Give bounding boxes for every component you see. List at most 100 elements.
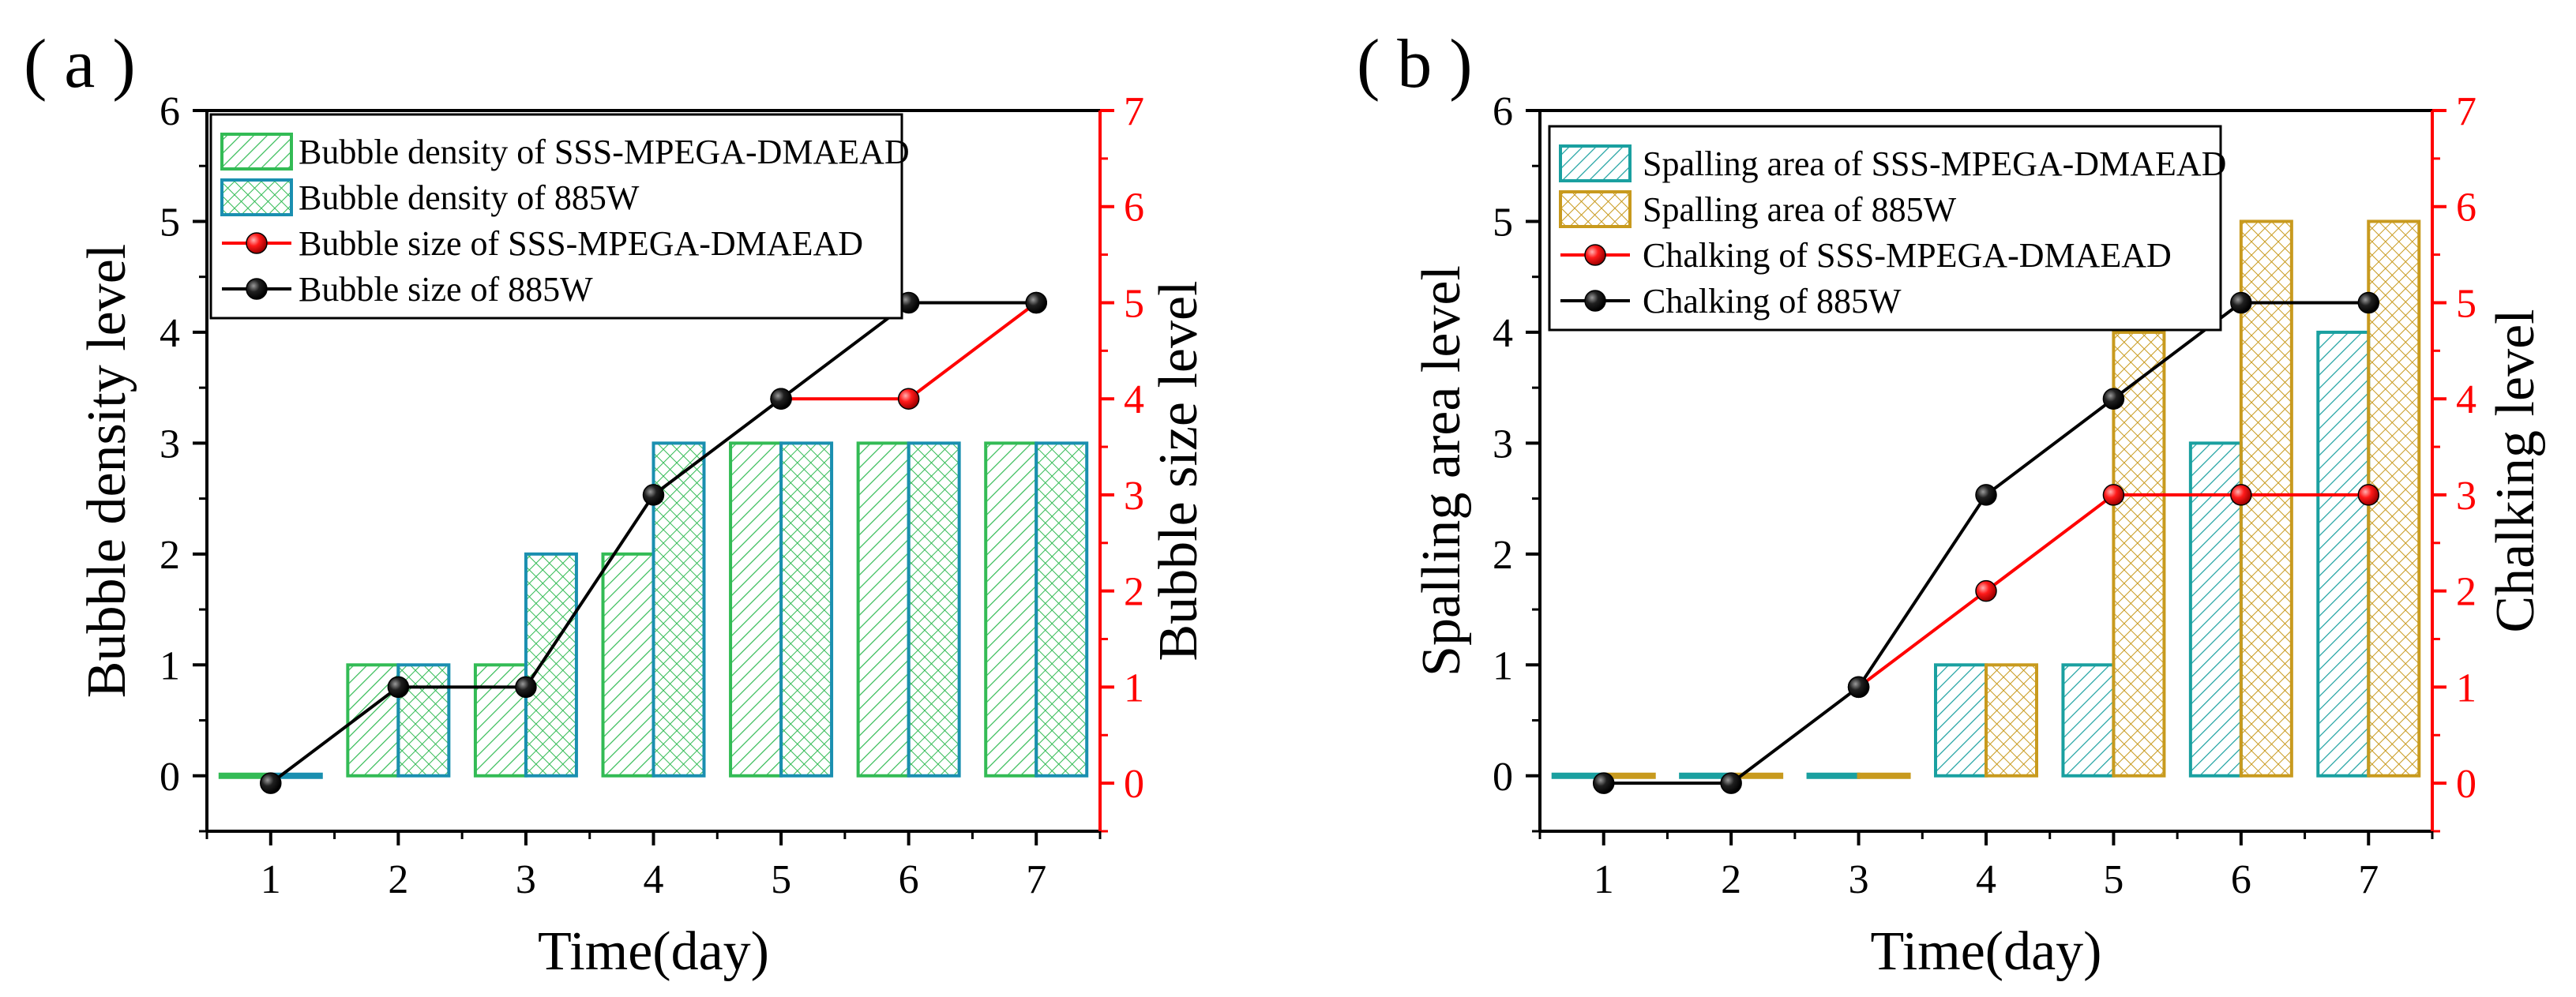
y-axis-right-title: Chalking level [2485,309,2546,632]
y-left-tick-label: 0 [160,755,180,800]
legend-swatch-marker2 [1584,290,1606,312]
x-tick-label: 4 [644,857,664,902]
legend-swatch-bar1 [220,133,293,171]
x-tick-label: 4 [1976,857,1996,902]
legend-swatch-marker1 [246,232,268,254]
x-tick-label: 5 [2103,857,2124,902]
marker-series1-day7 [2357,484,2380,506]
bar-series1-day5 [729,441,783,778]
y-left-tick-label: 5 [1493,200,1513,245]
bar-series2-day6 [907,441,961,778]
legend-swatch-bar2 [1559,190,1632,228]
y-axis-left-title: Bubble density level [77,244,137,698]
y-left-tick-label: 1 [160,643,180,688]
y-left-tick-label: 6 [160,89,180,134]
legend-swatch-marker1 [1584,244,1606,266]
x-tick-label: 7 [2358,857,2379,902]
x-tick-label: 2 [1721,857,1741,902]
bar-series2-day7 [1035,441,1089,778]
legend-box [1548,125,2222,332]
legend-label-bar2: Spalling area of 885W [1643,190,1957,229]
marker-series1-day5 [2102,484,2125,506]
marker-series1-day6 [897,388,920,410]
y-right-tick-label: 1 [2456,665,2476,710]
legend-label-line2: Chalking of 885W [1643,282,1902,320]
bar-series1-day7 [984,441,1038,778]
y-axis-right-title: Bubble size level [1148,280,1209,661]
marker-series2-day3 [515,676,537,699]
marker-series2-day4 [642,484,665,506]
legend-label-line1: Chalking of SSS-MPEGA-DMAEAD [1643,236,2172,275]
y-left-tick-label: 2 [160,533,180,578]
legend-label-bar1: Spalling area of SSS-MPEGA-DMAEAD [1643,144,2226,183]
y-right-tick-label: 7 [2456,89,2476,134]
legend-label-line1: Bubble size of SSS-MPEGA-DMAEAD [299,224,863,263]
chart-panel-b: ( b ) 0 1 2 3 4 5 6 0 1 2 3 4 5 6 7 1 2 3 4 5 6 7 Time(day) Spal… [1357,26,2546,982]
y-axis-left-title: Spalling area level [1411,265,1472,677]
x-tick-label: 1 [1594,857,1614,902]
marker-series1-day6 [2230,484,2252,506]
y-right-tick-label: 3 [1124,474,1144,519]
y-left-tick-label: 3 [1493,422,1513,467]
bar-series2-day3 [524,552,578,778]
x-axis-title: Time(day) [538,921,769,982]
marker-series2-day1 [260,772,282,794]
marker-series2-day1 [1592,772,1615,794]
bar-series2-day5 [2112,330,2166,778]
bar-series1-day3 [1806,772,1861,779]
panel-label: ( a ) [24,26,136,103]
legend-swatch-marker2 [246,278,268,300]
x-tick-label: 3 [516,857,536,902]
bar-series1-day7 [2316,330,2371,778]
bar-series1-day4 [601,552,655,778]
x-tick-label: 5 [771,857,791,902]
marker-series2-day4 [1975,484,1997,506]
y-right-tick-label: 0 [1124,762,1144,807]
bar-series1-day5 [2061,663,2116,778]
chart-panel-a: ( a ) 0 1 2 3 4 5 6 0 1 2 3 4 5 6 7 1 2 3 4 5 6 7 Time(day) Bubb… [24,26,1209,982]
y-left-tick-label: 3 [160,422,180,467]
bar-series2-day3 [1857,772,1911,779]
marker-series2-day5 [770,388,792,410]
marker-series2-day2 [387,676,410,699]
y-right-tick-label: 2 [1124,570,1144,615]
y-left-tick-label: 5 [160,200,180,245]
marker-series2-day6 [2230,291,2252,314]
x-tick-label: 7 [1026,857,1046,902]
marker-series2-day7 [1025,291,1047,314]
x-tick-label: 1 [261,857,281,902]
x-tick-label: 3 [1849,857,1869,902]
bar-series1-day4 [1934,663,1988,778]
y-right-tick-label: 2 [2456,570,2476,615]
legend-swatch-bar1 [1559,144,1632,182]
legend-box [209,113,903,320]
y-right-tick-label: 5 [2456,281,2476,326]
marker-series2-day3 [1847,676,1870,699]
x-tick-label: 2 [388,857,408,902]
bar-series1-day6 [2188,441,2243,778]
bar-series2-day4 [1985,663,2038,778]
x-axis-title: Time(day) [1871,921,2102,982]
y-right-tick-label: 3 [2456,474,2476,519]
y-right-tick-label: 6 [2456,186,2476,231]
panel-label: ( b ) [1357,26,1473,103]
legend-label-bar1: Bubble density of SSS-MPEGA-DMAEAD [299,133,910,171]
marker-series2-day7 [2357,291,2380,314]
legend-swatch-bar2 [220,178,293,216]
bar-series2-day5 [779,441,834,778]
y-right-tick-label: 0 [2456,762,2476,807]
y-left-tick-label: 4 [1493,311,1513,356]
y-left-tick-label: 4 [160,311,180,356]
y-right-tick-label: 6 [1124,186,1144,231]
y-left-tick-label: 0 [1493,755,1513,800]
y-right-tick-label: 5 [1124,281,1144,326]
marker-series2-day5 [2102,388,2125,410]
y-right-tick-label: 7 [1124,89,1144,134]
y-left-tick-label: 1 [1493,643,1513,688]
y-right-tick-label: 1 [1124,665,1144,710]
y-right-tick-label: 4 [2456,377,2476,422]
x-tick-label: 6 [2231,857,2251,902]
bar-series1-day6 [856,441,911,778]
x-tick-label: 6 [899,857,919,902]
